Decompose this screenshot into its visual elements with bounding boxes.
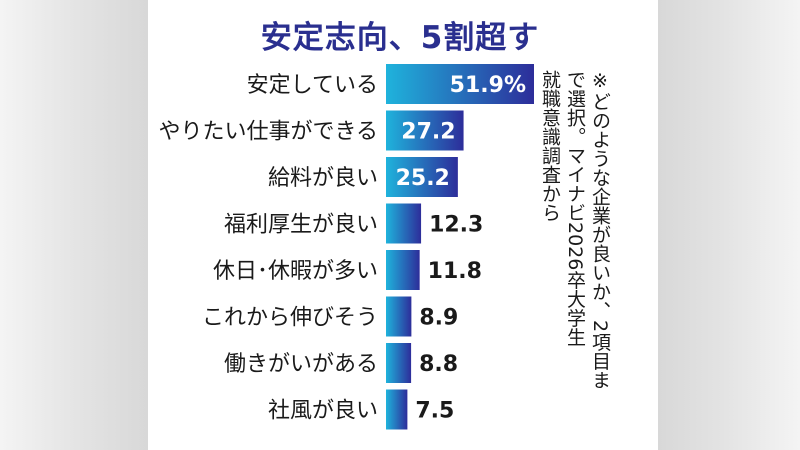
- value-label: 7.5: [415, 399, 454, 424]
- left-backdrop: [0, 0, 148, 450]
- category-label: 休日･休暇が多い: [213, 259, 378, 284]
- category-label: 働きがいがある: [224, 352, 378, 377]
- right-backdrop: [658, 0, 800, 450]
- category-label: 福利厚生が良い: [224, 213, 378, 238]
- category-label: 社風が良い: [268, 399, 378, 424]
- bars-layer: 安定している 51.9% やりたい仕事ができる 27.2 給料が良い 25.2 福利厚生が良…: [158, 64, 534, 430]
- bar: [386, 157, 458, 197]
- footnote-line-3: 就職意識調査から: [539, 70, 561, 222]
- value-label: 25.2: [396, 166, 450, 191]
- bar: [386, 296, 412, 337]
- value-label: 8.9: [419, 306, 458, 331]
- value-label: 12.3: [429, 213, 483, 238]
- bar: [386, 203, 422, 244]
- chart-title: 安定志向、5割超す: [260, 20, 540, 56]
- category-label: これから伸びそう: [202, 306, 378, 331]
- value-label: 11.8: [428, 259, 482, 284]
- bar: [386, 343, 412, 383]
- footnote-line-1: ※どのような企業が良いか、2項目ま: [589, 70, 611, 390]
- category-label: 給料が良い: [268, 166, 378, 191]
- category-label: 安定している: [247, 73, 378, 98]
- footnote-line-2: で選択。マイナビ2026卒大学生: [564, 70, 586, 347]
- value-label: 27.2: [401, 120, 455, 145]
- category-label: やりたい仕事ができる: [158, 120, 378, 145]
- bar: [386, 250, 420, 290]
- bar: [386, 389, 408, 430]
- value-label: 51.9%: [450, 73, 526, 98]
- value-label: 8.8: [419, 352, 458, 377]
- bar: [386, 64, 534, 104]
- bar: [386, 110, 464, 151]
